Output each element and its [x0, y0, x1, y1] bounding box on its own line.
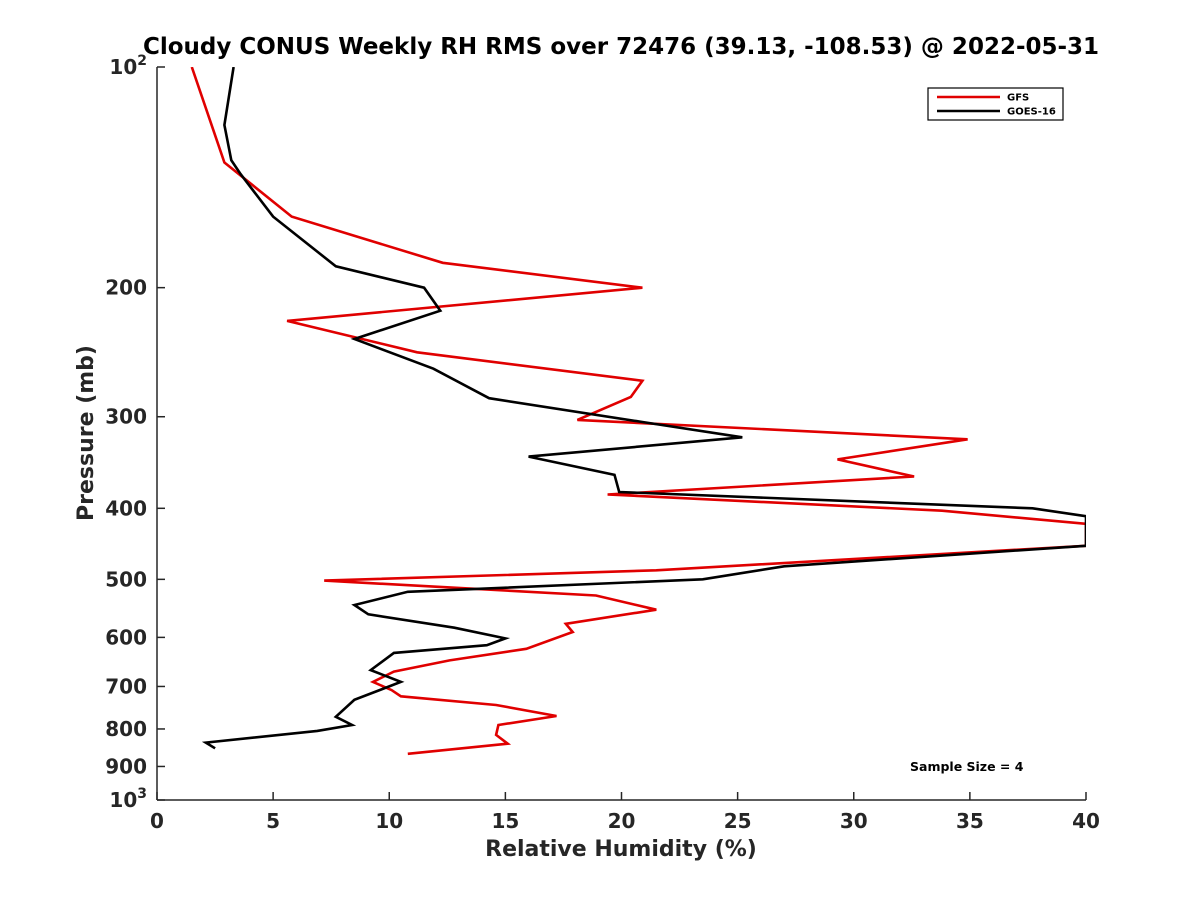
x-tick-label: 40 [1072, 809, 1100, 833]
y-tick-label: 900 [105, 754, 147, 778]
y-tick-label: 500 [105, 567, 147, 591]
x-tick-label: 25 [724, 809, 752, 833]
legend-label-goes16: GOES-16 [1007, 107, 1056, 118]
y-tick-label-base: 10 [109, 788, 137, 812]
y-tick-label: 103 [109, 786, 147, 812]
y-tick-label: 102 [109, 53, 147, 79]
y-tick-label-exponent: 2 [137, 53, 147, 69]
y-tick-label: 800 [105, 717, 147, 741]
x-axis-label: Relative Humidity (%) [485, 837, 757, 862]
x-axis-ticks: 0 5 10 15 20 25 30 35 40 [150, 792, 1100, 833]
series-line-gfs [190, 67, 1086, 756]
y-tick-label: 400 [105, 496, 147, 520]
x-tick-label: 5 [266, 809, 280, 833]
x-tick-label: 30 [840, 809, 868, 833]
legend: GFS GOES-16 [927, 87, 1064, 121]
legend-label-gfs: GFS [1007, 93, 1029, 104]
y-tick-label: 700 [105, 674, 147, 698]
y-tick-label-exponent: 3 [137, 786, 147, 802]
plot-area [157, 67, 1086, 800]
y-tick-label: 600 [105, 625, 147, 649]
x-tick-label: 10 [375, 809, 403, 833]
x-tick-label: 0 [150, 809, 164, 833]
series-layer [190, 67, 1086, 756]
sample-size-annotation: Sample Size = 4 [910, 759, 1024, 774]
x-tick-label: 20 [608, 809, 636, 833]
series-line-goes16 [201, 67, 1086, 750]
x-tick-label: 15 [491, 809, 519, 833]
y-tick-label-base: 10 [109, 55, 137, 79]
chart-title: Cloudy CONUS Weekly RH RMS over 72476 (3… [143, 34, 1099, 60]
y-tick-label: 300 [105, 405, 147, 429]
y-tick-label: 200 [105, 276, 147, 300]
x-tick-label: 35 [956, 809, 984, 833]
y-axis-label: Pressure (mb) [74, 345, 99, 521]
legend-box [927, 87, 1064, 121]
